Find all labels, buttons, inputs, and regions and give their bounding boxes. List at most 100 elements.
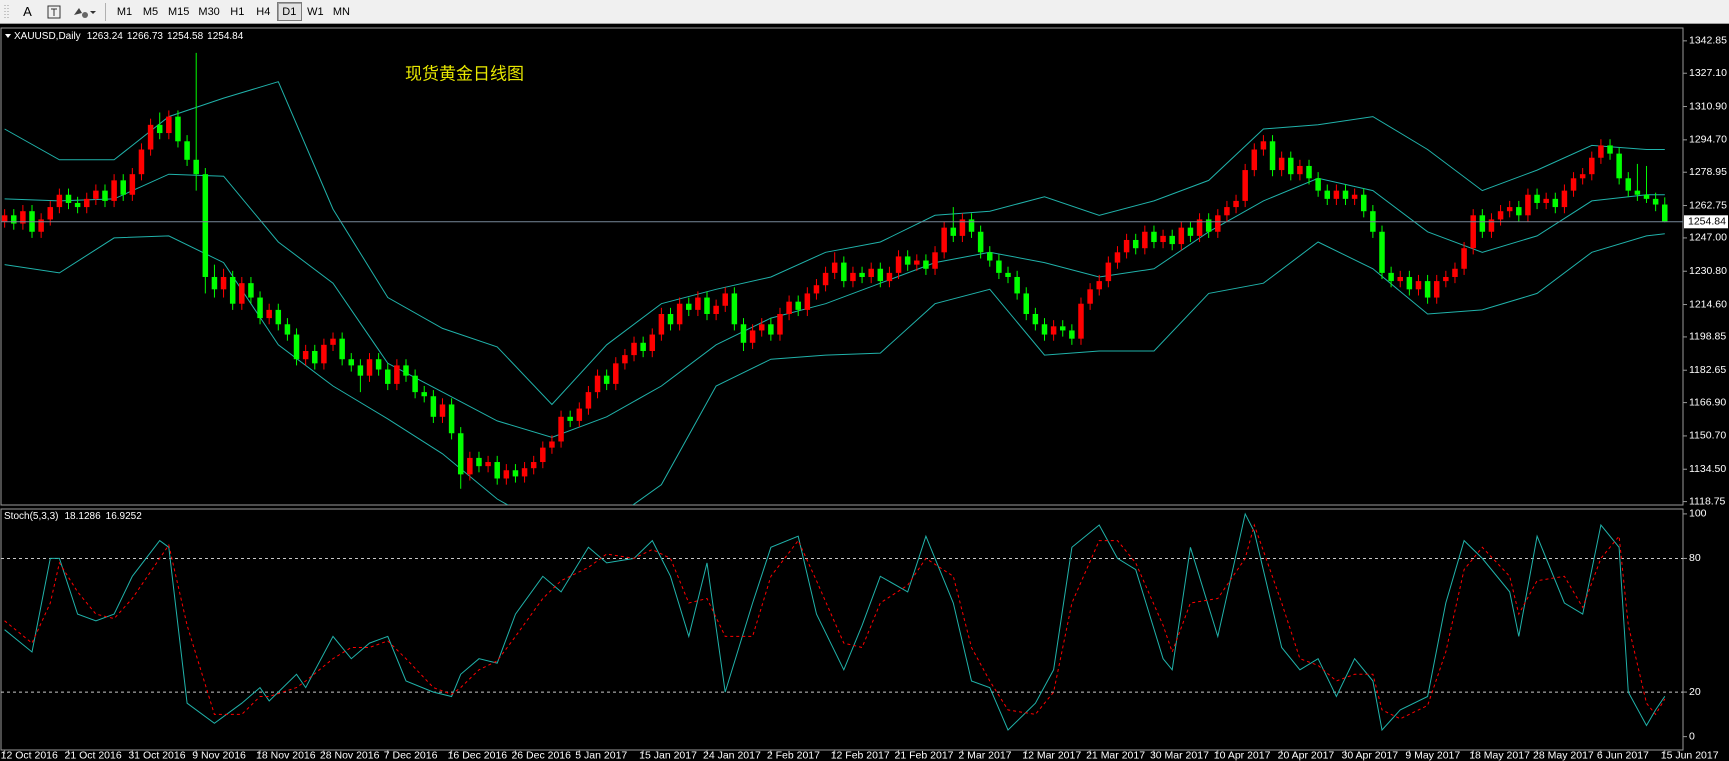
- candle-body: [895, 256, 902, 273]
- candle-body: [83, 198, 90, 208]
- high-value: 1266.73: [127, 31, 164, 42]
- candle-body: [220, 276, 227, 290]
- candle-body: [841, 262, 847, 282]
- candle-body: [1041, 324, 1048, 335]
- y-tick-label: 1214.60: [1689, 298, 1727, 310]
- candle-body: [740, 324, 747, 343]
- candle-body: [950, 227, 957, 236]
- tool-group: A: [15, 2, 41, 21]
- timeframe-button[interactable]: H1: [230, 5, 245, 18]
- candle-body: [594, 375, 601, 393]
- candle-body: [813, 285, 820, 294]
- candle-body: [403, 365, 409, 376]
- text-label-icon[interactable]: [45, 3, 65, 21]
- candle-body: [1534, 194, 1540, 203]
- candle-body: [1105, 262, 1112, 282]
- candle-body: [1379, 231, 1385, 273]
- candle-body: [521, 468, 528, 477]
- candle-body: [1470, 215, 1476, 249]
- candle-body: [1662, 204, 1668, 222]
- candle-body: [1333, 190, 1340, 199]
- candle-body: [1187, 227, 1194, 236]
- stoch-panel-frame: [0, 508, 1684, 751]
- candle-body: [676, 303, 683, 325]
- candle-body: [722, 293, 728, 306]
- x-tick-label: 12 Mar 2017: [1022, 749, 1081, 761]
- open-value: 1263.24: [87, 31, 124, 42]
- candle-body: [941, 227, 947, 253]
- candle-body: [640, 342, 646, 352]
- candle-body: [1634, 190, 1641, 195]
- timeframe-button[interactable]: M15: [168, 5, 190, 18]
- candle-body: [357, 365, 364, 376]
- candle-body: [494, 462, 500, 479]
- candle-body: [1643, 194, 1650, 199]
- candle-body: [74, 202, 81, 208]
- candle-body: [613, 363, 619, 384]
- x-tick-label: 12 Feb 2017: [831, 749, 890, 761]
- candle-body: [1288, 157, 1294, 175]
- candle-body: [1543, 198, 1549, 203]
- candle-body: [1178, 227, 1185, 245]
- candle-body: [1452, 268, 1458, 277]
- timeframe-button[interactable]: MN: [332, 5, 350, 18]
- candle-body: [1443, 276, 1449, 282]
- candle-body: [1123, 239, 1130, 253]
- y-tick-label: 1327.10: [1689, 67, 1727, 79]
- tool-button[interactable]: A: [23, 4, 32, 19]
- y-tick-label: 1150.70: [1689, 430, 1726, 442]
- candle-body: [266, 309, 272, 319]
- candle-body: [366, 359, 373, 376]
- candle-body: [749, 330, 756, 343]
- timeframe-button[interactable]: W1: [307, 5, 324, 18]
- x-tick-label: 31 Oct 2016: [128, 749, 185, 761]
- candle-body: [439, 404, 446, 417]
- candle-body: [622, 355, 628, 364]
- candle-body: [330, 338, 336, 345]
- candle-body: [1132, 239, 1139, 249]
- candle-body: [1169, 235, 1175, 245]
- y-tick-label: 1247.00: [1689, 232, 1727, 244]
- y-tick-label: 1262.75: [1689, 199, 1727, 211]
- candle-body: [768, 324, 774, 335]
- timeframe-button[interactable]: D1: [276, 2, 302, 21]
- candle-body: [175, 116, 181, 142]
- candle-body: [549, 441, 555, 448]
- candle-body: [275, 309, 282, 325]
- candle-body: [430, 396, 437, 417]
- candle-body: [156, 124, 163, 134]
- candle-body: [1579, 174, 1586, 179]
- x-tick-label: 18 Nov 2016: [256, 749, 316, 761]
- candle-body: [530, 462, 537, 469]
- candle-body: [457, 433, 464, 475]
- x-tick-label: 15 Jan 2017: [639, 749, 697, 761]
- candle-body: [65, 194, 72, 203]
- x-tick-label: 28 May 2017: [1533, 749, 1594, 761]
- timeframe-group: M1 M5 M15 M30 H1 H4 D1 W1 MN: [112, 2, 355, 21]
- candle-body: [138, 149, 145, 175]
- candle-body: [1360, 194, 1367, 212]
- y-tick-label: 1230.80: [1689, 265, 1727, 277]
- timeframe-button[interactable]: H4: [256, 5, 271, 18]
- candle-body: [394, 365, 400, 384]
- x-tick-label: 21 Oct 2016: [64, 749, 121, 761]
- candle-body: [959, 219, 966, 236]
- timeframe-button[interactable]: M5: [142, 5, 159, 18]
- candle-body: [38, 219, 44, 232]
- candle-body: [111, 180, 117, 201]
- candle-body: [631, 342, 637, 356]
- candle-body: [1625, 178, 1632, 191]
- candle-body: [202, 174, 209, 277]
- shapes-icon[interactable]: [71, 3, 97, 21]
- y-tick-label: 1166.90: [1689, 396, 1726, 408]
- candle-body: [375, 359, 382, 370]
- x-tick-label: 21 Feb 2017: [895, 749, 954, 761]
- x-tick-label: 7 Dec 2016: [384, 749, 438, 761]
- candle-body: [786, 301, 792, 314]
- candle-body: [1023, 293, 1030, 314]
- x-tick-label: 16 Dec 2016: [448, 749, 508, 761]
- timeframe-button[interactable]: M30: [198, 5, 220, 18]
- candle-body: [686, 303, 692, 310]
- timeframe-button[interactable]: M1: [116, 5, 133, 18]
